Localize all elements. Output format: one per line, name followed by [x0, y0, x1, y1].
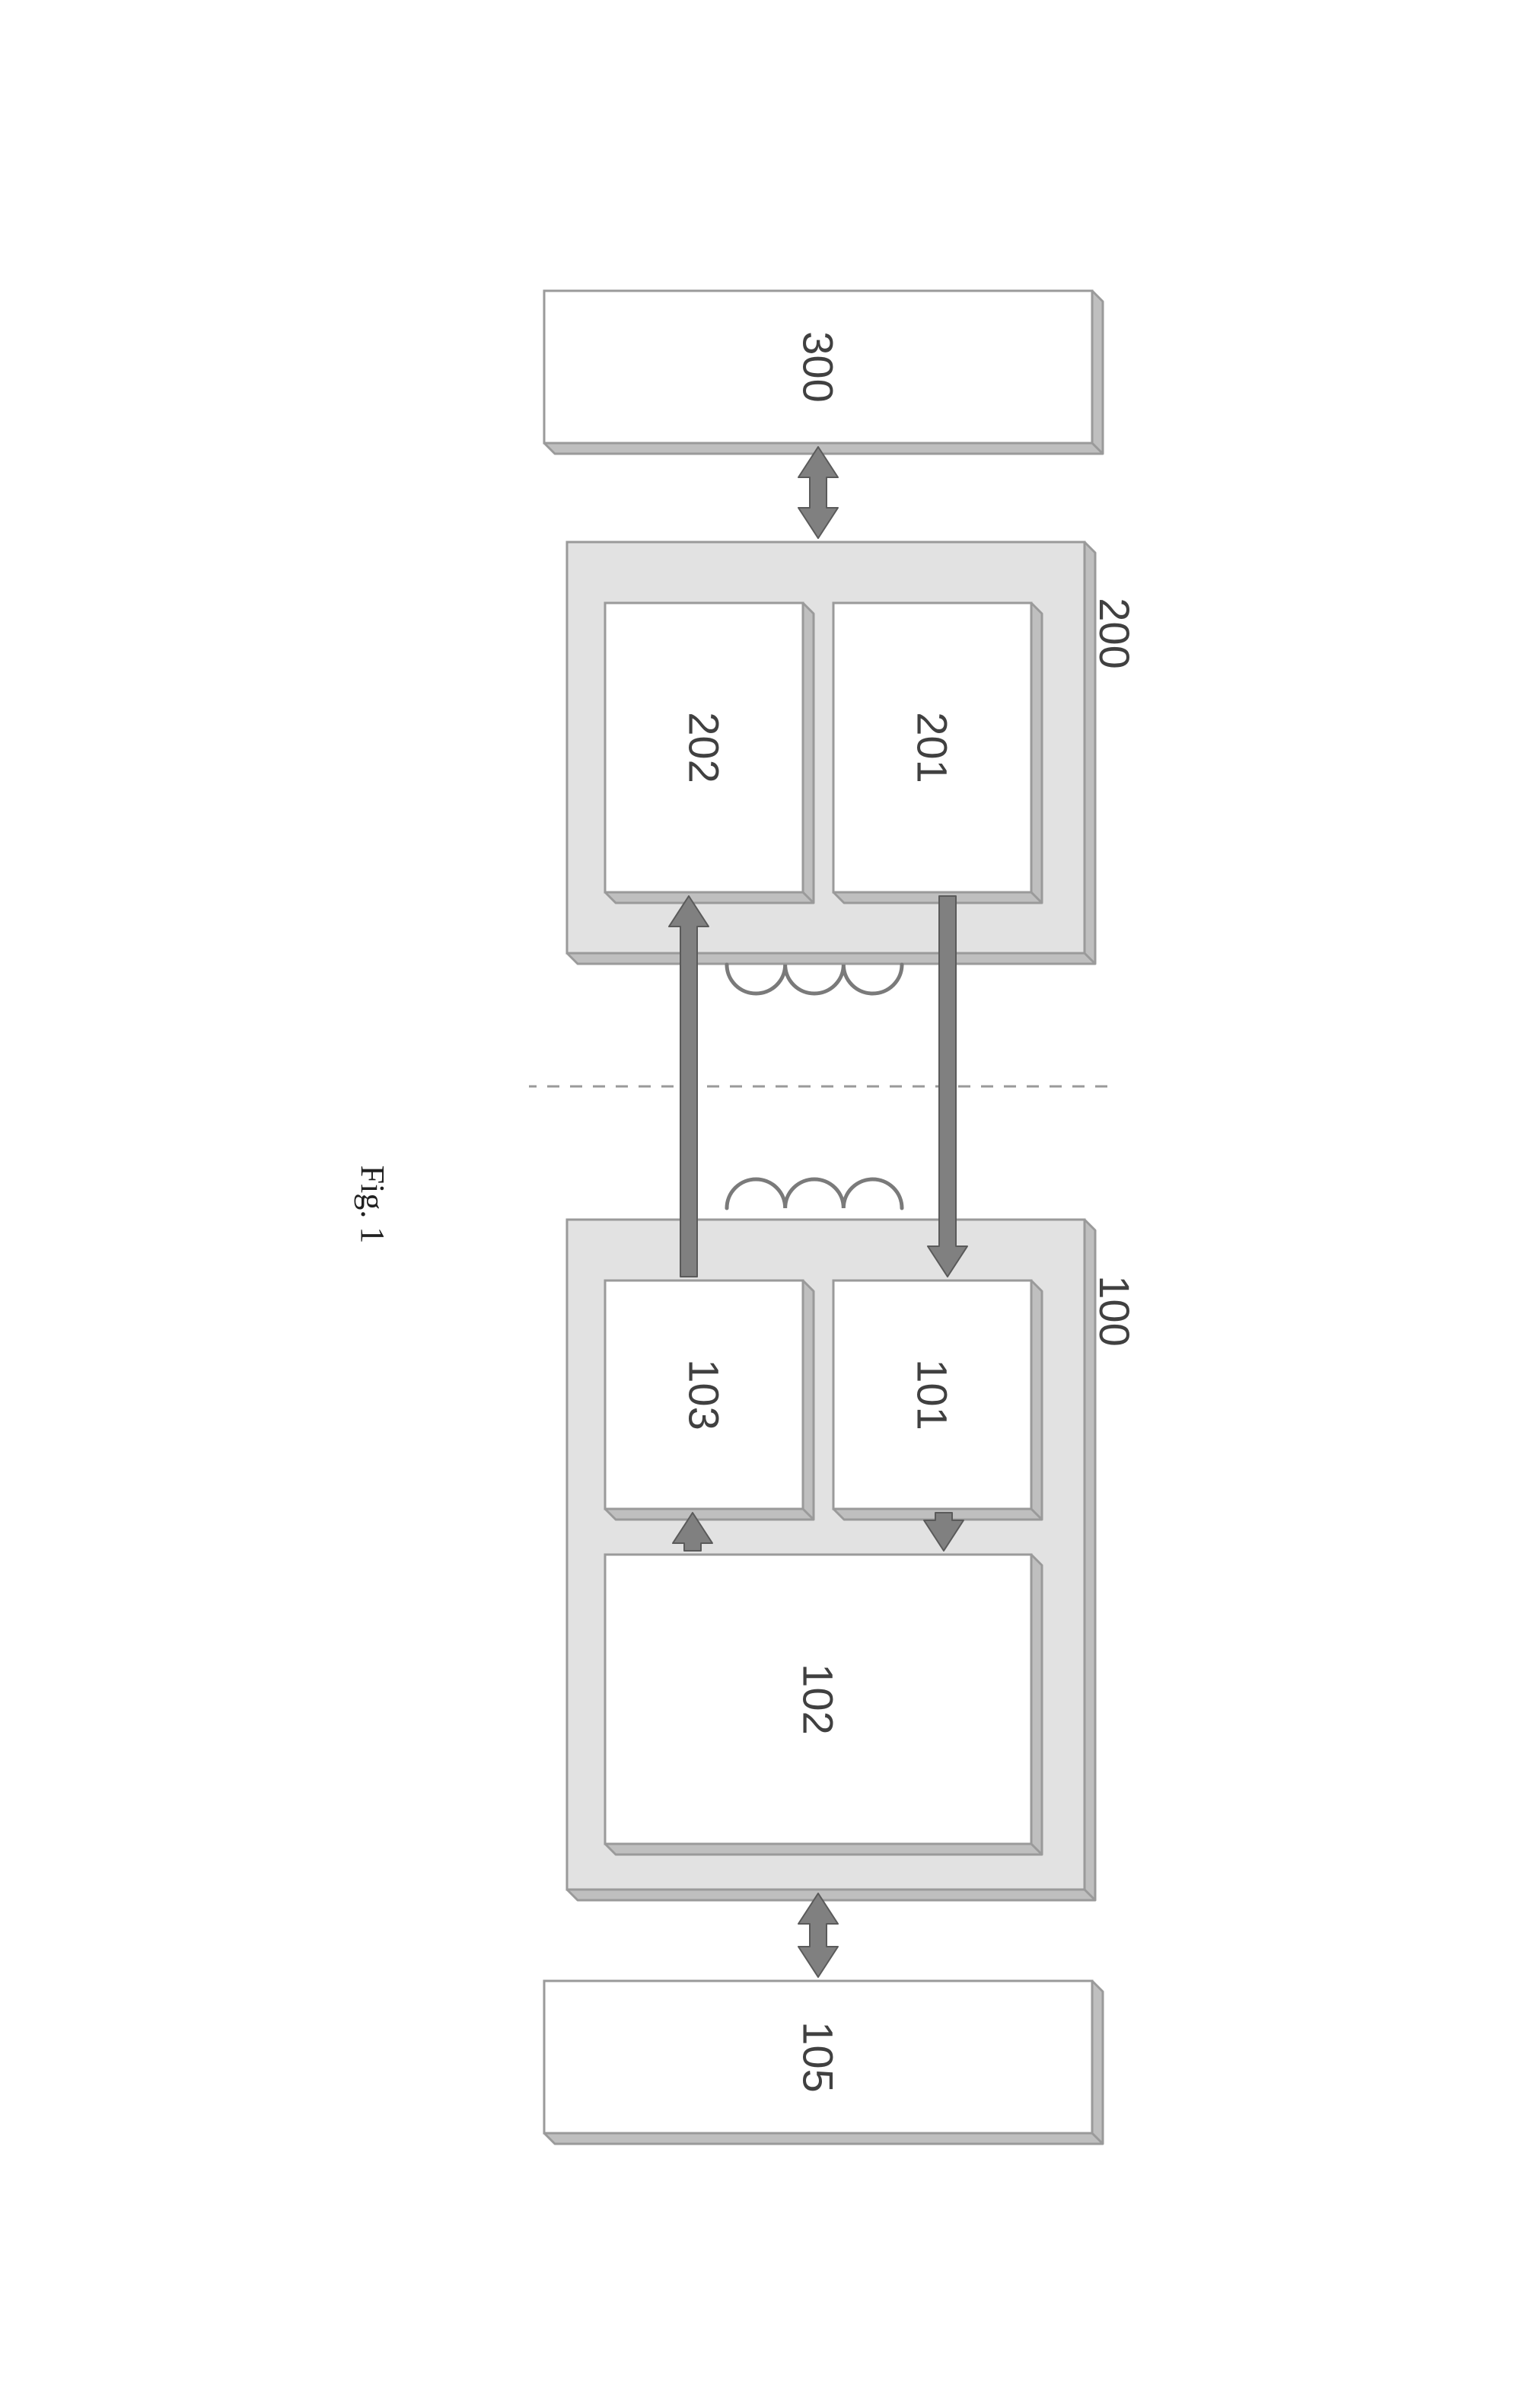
page: 200 100 300 201 202 101 103 102 105 Fig. 1 — [0, 0, 1529, 2408]
group-label-200: 200 — [1091, 598, 1139, 668]
rotated-stage: 200 100 300 201 202 101 103 102 105 Fig. 1 — [118, 215, 1412, 2194]
node-label-102: 102 — [794, 1663, 842, 1734]
group-label-100: 100 — [1091, 1275, 1139, 1346]
figure-caption: Fig. 1 — [354, 1165, 391, 1243]
node-label-202: 202 — [680, 712, 728, 783]
diagram-svg: 200 100 300 201 202 101 103 102 105 Fig. 1 — [118, 215, 1412, 2194]
node-label-201: 201 — [908, 712, 956, 783]
node-label-105: 105 — [794, 2021, 842, 2092]
node-label-300: 300 — [794, 331, 842, 402]
node-label-103: 103 — [680, 1359, 728, 1430]
node-label-101: 101 — [908, 1359, 956, 1430]
